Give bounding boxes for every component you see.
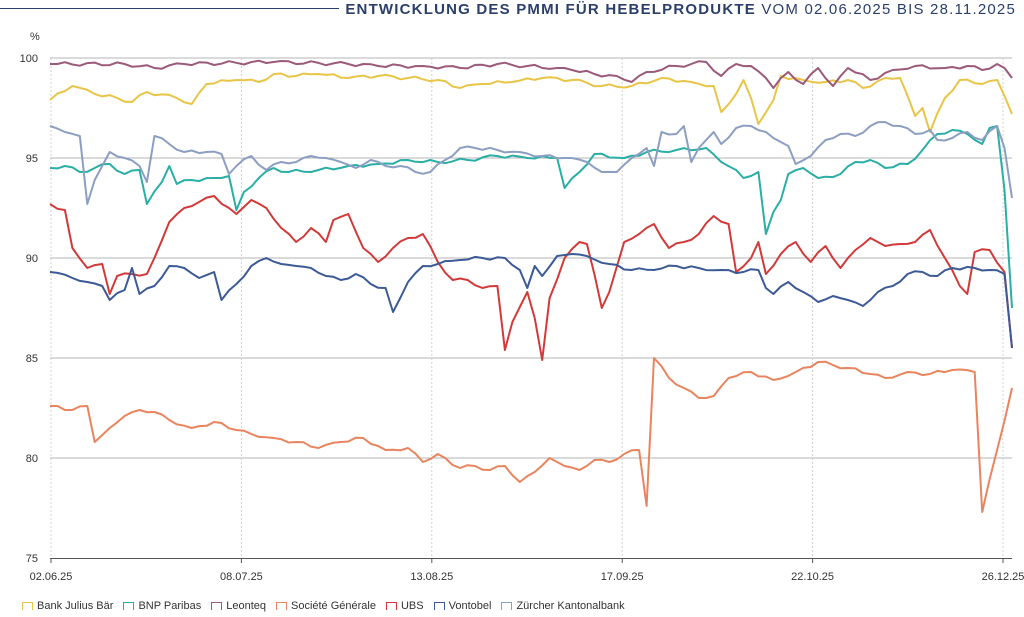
legend-label: UBS [400, 600, 424, 612]
legend-item: Société Générale [275, 600, 376, 612]
legend-label: Zürcher Kantonalbank [516, 600, 625, 612]
x-tick-label: 08.07.25 [220, 571, 263, 583]
legend-swatch [433, 602, 445, 610]
y-tick-label: 85 [26, 353, 38, 365]
y-tick-label: 90 [26, 253, 38, 265]
legend: Bank Julius Bär BNP Paribas Leonteq Société… [22, 598, 635, 614]
legend-label: Vontobel [448, 600, 492, 612]
axes: 75 80 85 90 95 100% 02.06.25 08.07.25 13.08.25 17… [20, 31, 1024, 583]
legend-label: Société Générale [290, 600, 376, 612]
series-line-z-rcher-kantonalbank [49, 121, 1013, 205]
series-line-bank-julius-b-r [49, 72, 1013, 133]
series-line-leonteq [50, 59, 1013, 89]
title-rest: VOM 02.06.2025 BIS 28.11.2025 [761, 1, 1016, 18]
y-tick-label: 75 [26, 553, 38, 565]
y-tick-label: 80 [26, 453, 38, 465]
legend-swatch [501, 602, 513, 610]
legend-item: BNP Paribas [123, 600, 201, 612]
series-line-soci-t-g-n-rale [50, 357, 1013, 513]
y-tick-label: 100 [20, 53, 38, 65]
x-tick-label: 26.12.25 [982, 571, 1024, 583]
legend-item: Zürcher Kantonalbank [501, 600, 625, 612]
x-tick-label: 17.09.25 [601, 571, 644, 583]
y-tick-label: 95 [26, 153, 38, 165]
series-line-vontobel [49, 253, 1013, 349]
grid [50, 57, 1012, 558]
series-line-ubs [49, 195, 1013, 361]
chart-title: ENTWICKLUNG DES PMMI FÜR HEBELPRODUKTE V… [339, 1, 1016, 18]
title-bold: ENTWICKLUNG DES PMMI FÜR HEBELPRODUKTE [345, 1, 756, 18]
legend-item: UBS [385, 600, 424, 612]
legend-swatch [22, 602, 33, 610]
legend-swatch [211, 602, 223, 610]
series-lines [49, 59, 1013, 513]
legend-label: Bank Julius Bär [37, 600, 114, 612]
legend-item: Bank Julius Bär [22, 600, 113, 612]
x-tick-label: 13.08.25 [410, 571, 453, 583]
x-tick-label: 22.10.25 [791, 571, 834, 583]
y-axis-unit: % [30, 31, 40, 43]
legend-item: Vontobel [433, 600, 492, 612]
legend-swatch [275, 602, 287, 610]
legend-swatch [385, 602, 397, 610]
series-line-bnp-paribas [49, 125, 1013, 309]
legend-label: Leonteq [226, 600, 266, 612]
legend-item: Leonteq [211, 600, 266, 612]
legend-label: BNP Paribas [138, 600, 202, 612]
legend-swatch [123, 602, 135, 610]
x-tick-label: 02.06.25 [30, 571, 73, 583]
